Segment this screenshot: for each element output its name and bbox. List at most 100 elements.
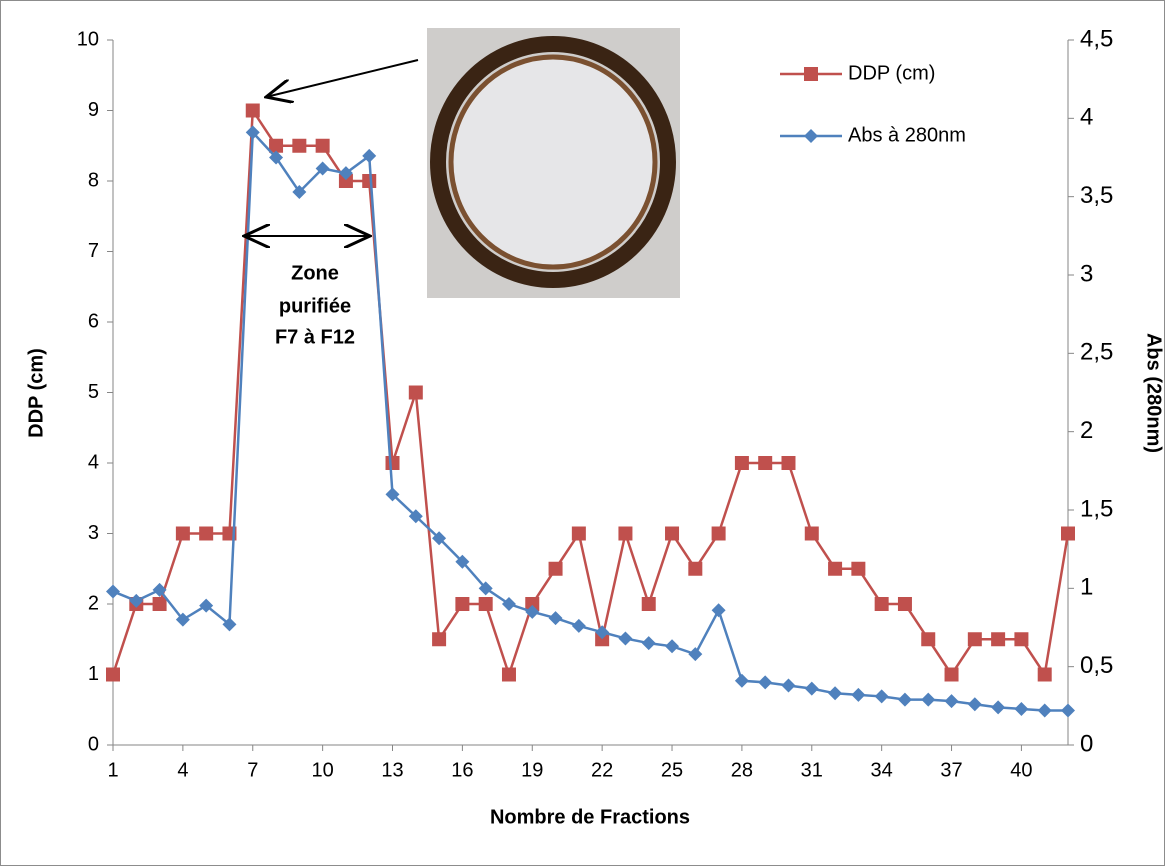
x-tick-label: 34 <box>871 759 893 781</box>
y2-tick-label: 2,5 <box>1080 339 1113 366</box>
point <box>828 686 843 701</box>
point <box>665 526 680 541</box>
y2-tick-label: 4 <box>1080 104 1093 131</box>
point <box>106 584 120 599</box>
point <box>967 632 982 647</box>
point <box>595 632 610 647</box>
point <box>292 138 307 153</box>
point <box>245 125 260 140</box>
point <box>478 597 493 611</box>
photo-ring-inner <box>448 54 658 270</box>
point <box>897 597 912 611</box>
point <box>897 692 912 707</box>
point <box>641 636 656 651</box>
y-tick-label: 7 <box>88 240 99 262</box>
point <box>665 639 680 654</box>
point <box>199 598 214 613</box>
annotation: purifiée <box>279 295 351 317</box>
y2-tick-label: 1 <box>1080 574 1093 601</box>
point <box>292 184 307 199</box>
point <box>501 597 516 611</box>
point <box>315 138 330 153</box>
point <box>432 632 447 647</box>
point <box>618 526 633 541</box>
point <box>106 667 120 682</box>
y2-tick-label: 3 <box>1080 260 1093 287</box>
point <box>1014 701 1029 716</box>
x-tick-label: 40 <box>1010 759 1032 781</box>
point <box>1037 703 1052 718</box>
plot <box>106 103 1075 718</box>
point <box>711 526 726 541</box>
point <box>758 675 773 690</box>
photo-ring <box>430 36 676 288</box>
point <box>1014 632 1029 647</box>
point <box>432 531 447 546</box>
point <box>804 526 819 541</box>
point <box>315 161 330 176</box>
y2-tick-label: 3,5 <box>1080 182 1113 209</box>
point <box>501 667 516 682</box>
y-tick-label: 5 <box>88 381 99 403</box>
point <box>688 561 703 576</box>
point <box>1037 667 1052 682</box>
point <box>175 526 190 541</box>
point <box>734 673 749 688</box>
point <box>152 582 167 597</box>
point <box>269 138 284 153</box>
x-tick-label: 4 <box>177 759 188 781</box>
x-tick-label: 31 <box>801 759 823 781</box>
point <box>385 456 400 470</box>
point <box>851 687 866 702</box>
x-tick-label: 37 <box>940 759 962 781</box>
y-tick-label: 6 <box>88 310 99 332</box>
point <box>874 597 889 611</box>
point <box>828 561 843 576</box>
y-tick-label: 10 <box>77 28 99 50</box>
point <box>781 678 796 693</box>
y2-axis-title: Abs (280nm) <box>1143 333 1165 453</box>
point <box>734 456 749 470</box>
y-tick-label: 2 <box>88 592 99 614</box>
y-axis-title: DDP (cm) <box>25 348 47 438</box>
point <box>362 148 377 163</box>
y2-tick-label: 2 <box>1080 417 1093 444</box>
point <box>385 487 400 502</box>
point <box>455 554 470 569</box>
point <box>944 694 959 709</box>
point <box>967 697 982 712</box>
point <box>525 604 540 619</box>
point <box>362 174 377 188</box>
x-tick-label: 22 <box>591 759 613 781</box>
x-tick-label: 28 <box>731 759 753 781</box>
point <box>478 581 493 596</box>
point <box>571 618 586 633</box>
y2-tick-label: 4,5 <box>1080 25 1113 52</box>
point <box>408 509 423 524</box>
point <box>804 681 819 696</box>
x-tick-label: 25 <box>661 759 683 781</box>
point <box>455 597 470 611</box>
x-tick-label: 1 <box>107 759 118 781</box>
point <box>1061 526 1075 541</box>
point <box>245 103 260 118</box>
point <box>269 150 284 165</box>
x-tick-label: 7 <box>247 759 258 781</box>
point <box>944 667 959 682</box>
point <box>129 593 144 608</box>
y-tick-label: 0 <box>88 733 99 755</box>
point <box>595 625 610 640</box>
annotation: F7 à F12 <box>275 326 355 348</box>
y2-tick-label: 0,5 <box>1080 652 1113 679</box>
legend-marker <box>804 67 818 81</box>
point <box>408 385 423 400</box>
point <box>199 526 214 541</box>
annotation: Zone <box>291 262 339 284</box>
y2-tick-label: 1,5 <box>1080 495 1113 522</box>
point <box>571 526 586 541</box>
y-tick-label: 1 <box>88 663 99 685</box>
point <box>851 561 866 576</box>
y-tick-label: 9 <box>88 99 99 121</box>
